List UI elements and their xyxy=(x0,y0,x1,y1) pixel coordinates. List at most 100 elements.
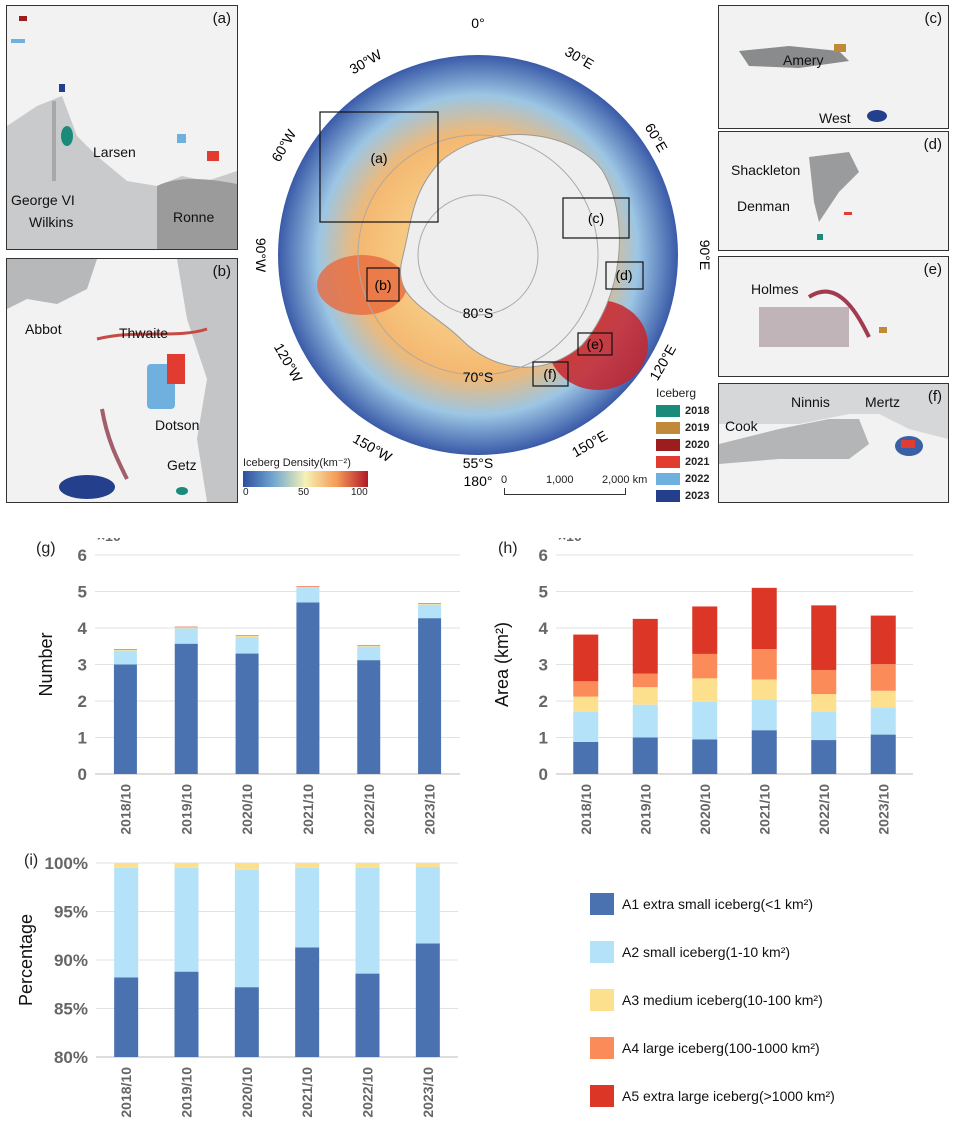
y-tick-label: 0 xyxy=(539,765,548,784)
map-panel-d: (d) Shackleton Denman xyxy=(718,131,949,251)
chart-h-panel-tag: (h) xyxy=(498,540,518,557)
bar-segment-A1-2018-10 xyxy=(573,741,599,774)
y-tick-label: 6 xyxy=(78,546,87,565)
class-legend-label: A2 small iceberg(1-10 km²) xyxy=(622,944,791,960)
bar-segment-A2-2021-10 xyxy=(296,587,320,603)
class-legend-item: A1 extra small iceberg(<1 km²) xyxy=(590,880,940,928)
iceberg-legend-swatch xyxy=(656,438,680,451)
map-panel-d-graphic xyxy=(809,152,859,240)
bar-segment-A2-2023-10 xyxy=(415,866,440,944)
y-tick-label: 85% xyxy=(54,1000,88,1019)
iceberg-legend-title: Iceberg xyxy=(656,386,697,400)
iceberg-legend-item-2021: 2021 xyxy=(656,453,716,470)
class-legend-label: A5 extra large iceberg(>1000 km²) xyxy=(622,1088,835,1104)
lon-label-30w: 30°W xyxy=(347,46,385,77)
bar-segment-A2-2018-10 xyxy=(114,867,139,978)
bar-segment-A1-2022-10 xyxy=(357,660,381,774)
class-legend-swatch xyxy=(590,941,614,963)
box-d xyxy=(605,261,644,290)
bar-segment-A1-2018-10 xyxy=(114,977,139,1057)
x-tick-label: 2021/10 xyxy=(300,784,316,835)
class-legend-swatch xyxy=(590,989,614,1011)
y-tick-label: 3 xyxy=(78,656,87,675)
label-ronne: Ronne xyxy=(173,209,215,225)
label-mertz: Mertz xyxy=(865,394,900,410)
y-tick-label: 1 xyxy=(539,729,548,748)
class-legend-swatch xyxy=(590,893,614,915)
bar-segment-A2-2018-10 xyxy=(573,711,599,742)
density-tick-100: 100 xyxy=(351,487,368,498)
map-panel-e: (e) Holmes xyxy=(718,256,949,377)
class-legend-item: A2 small iceberg(1-10 km²) xyxy=(590,928,940,976)
iceberg-legend-label: 2019 xyxy=(685,421,710,434)
bar-segment-A5-2020-10 xyxy=(692,606,718,654)
y-axis-label: Percentage xyxy=(16,914,36,1006)
label-dotson: Dotson xyxy=(155,417,200,433)
y-tick-label: 2 xyxy=(78,692,87,711)
bar-segment-A4-2018-10 xyxy=(573,681,599,697)
bar-segment-A2-2021-10 xyxy=(751,699,777,731)
bar-segment-A3-2019-10 xyxy=(174,863,199,868)
x-tick-label: 2020/10 xyxy=(239,784,255,835)
box-e-tag: (e) xyxy=(586,336,603,352)
class-legend-label: A3 medium iceberg(10-100 km²) xyxy=(622,992,823,1008)
y-tick-label: 90% xyxy=(54,951,88,970)
y-tick-label: 6 xyxy=(539,546,548,565)
bar-segment-A4-2022-10 xyxy=(811,669,837,695)
bar-segment-A2-2020-10 xyxy=(235,637,259,654)
label-george-vi: George VI xyxy=(11,192,75,208)
x-tick-label: 2020/10 xyxy=(697,784,713,835)
scale-tick-2000: 2,000 km xyxy=(602,474,648,486)
label-thwaite: Thwaite xyxy=(119,325,169,341)
lon-label-90w: 90°W xyxy=(253,238,269,273)
chart-g-number: 0 1 2 3 4 5 6 ×10⁴ Number 2018/10 2019/10 2020/10 20… xyxy=(36,538,460,835)
bar-segment-A2-2020-10 xyxy=(692,701,718,740)
x-tick-label: 2021/10 xyxy=(299,1067,315,1118)
box-c-tag: (c) xyxy=(588,210,604,226)
bar-segment-A2-2019-10 xyxy=(174,628,198,644)
map-panel-a: (a) Larsen George VI Wilkins Ronne xyxy=(6,5,238,250)
iceberg-legend-label: 2018 xyxy=(685,404,710,417)
density-legend: Iceberg Density(km⁻²) 0 50 100 xyxy=(243,456,368,508)
map-panel-f-graphic xyxy=(719,384,948,464)
chart-i-panel-tag: (i) xyxy=(24,852,39,869)
class-legend-item: A4 large iceberg(100-1000 km²) xyxy=(590,1024,940,1072)
scale-bar-line xyxy=(504,488,626,495)
density-tick-50: 50 xyxy=(298,487,310,498)
lon-label-30e: 30°E xyxy=(562,43,596,72)
iceberg-legend-item-2022: 2022 xyxy=(656,470,716,487)
iceberg-legend-item-2023: 2023 xyxy=(656,487,716,504)
map-panel-c-graphic xyxy=(739,44,887,122)
box-a-tag: (a) xyxy=(370,150,387,166)
iceberg-legend-item-2019: 2019 xyxy=(656,419,716,436)
bar-segment-A2-2018-10 xyxy=(113,650,137,665)
bar-segment-A2-2019-10 xyxy=(174,867,199,972)
bar-segment-A1-2019-10 xyxy=(632,737,658,774)
box-d-tag: (d) xyxy=(615,267,632,283)
y-tick-label: 2 xyxy=(539,692,548,711)
box-e xyxy=(577,332,613,356)
antarctica-continent xyxy=(400,134,620,368)
bar-segment-A1-2020-10 xyxy=(234,987,259,1057)
lon-label-180: 180° xyxy=(464,473,493,489)
bar-segment-A2-2020-10 xyxy=(234,869,259,988)
bar-segment-A1-2020-10 xyxy=(692,739,718,774)
scale-bar: 0 1,000 2,000 km xyxy=(501,474,647,508)
chart-i-percentage: 80% 85% 90% 95% 100% Percentage 2018/10 2019/10… xyxy=(16,854,458,1118)
x-tick-label: 2022/10 xyxy=(816,784,832,835)
density-colorbar xyxy=(243,471,368,487)
label-amery: Amery xyxy=(783,52,824,68)
bar-segment-A3-2022-10 xyxy=(355,863,380,868)
label-larsen: Larsen xyxy=(93,144,136,160)
panel-a-tag: (a) xyxy=(212,10,231,27)
bar-segment-A1-2022-10 xyxy=(811,740,837,774)
y-tick-label: 5 xyxy=(78,583,87,602)
size-class-legend: A1 extra small iceberg(<1 km²) A2 small i… xyxy=(590,880,940,1120)
iceberg-legend-swatch xyxy=(656,489,680,502)
label-abbot: Abbot xyxy=(25,321,62,337)
scale-tick-0: 0 xyxy=(501,474,508,486)
bar-segment-A3-2018-10 xyxy=(113,649,137,651)
scale-tick-1000: 1,000 xyxy=(546,474,574,486)
bar-segment-A3-2023-10 xyxy=(415,863,440,867)
bar-segment-A3-2019-10 xyxy=(632,687,658,705)
